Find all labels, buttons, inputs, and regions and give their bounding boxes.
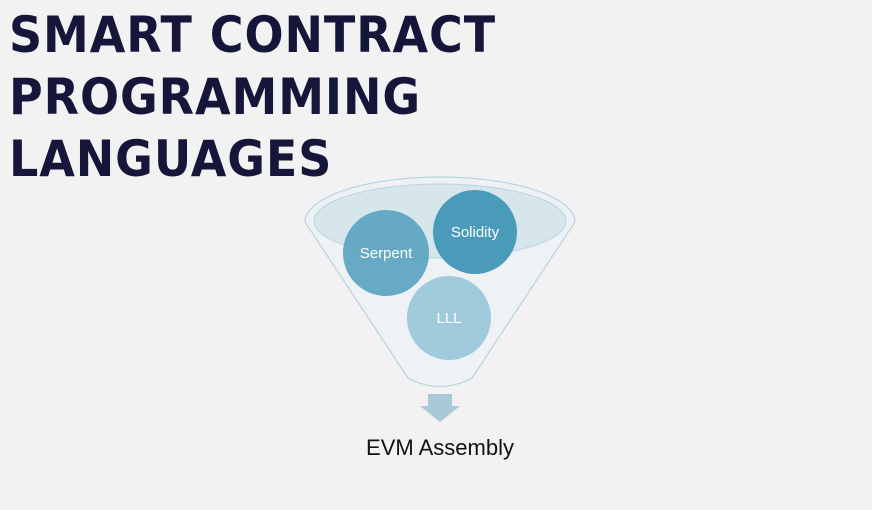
title-line-2: LANGUAGES [9,130,333,188]
solidity-node: Solidity [433,190,517,274]
down-arrow-icon [420,394,460,422]
solidity-circle [433,190,517,274]
serpent-node: Serpent [343,210,429,296]
serpent-label: Serpent [360,245,413,262]
slide-title: SMART CONTRACT PROGRAMMING LANGUAGES [9,4,803,190]
solidity-label: Solidity [451,224,500,241]
lll-node: LLL [407,276,491,360]
title-line-1: SMART CONTRACT PROGRAMMING [9,6,497,126]
lll-circle [407,276,491,360]
lll-label: LLL [436,310,461,327]
serpent-circle [343,210,429,296]
output-label: EVM Assembly [366,435,514,460]
